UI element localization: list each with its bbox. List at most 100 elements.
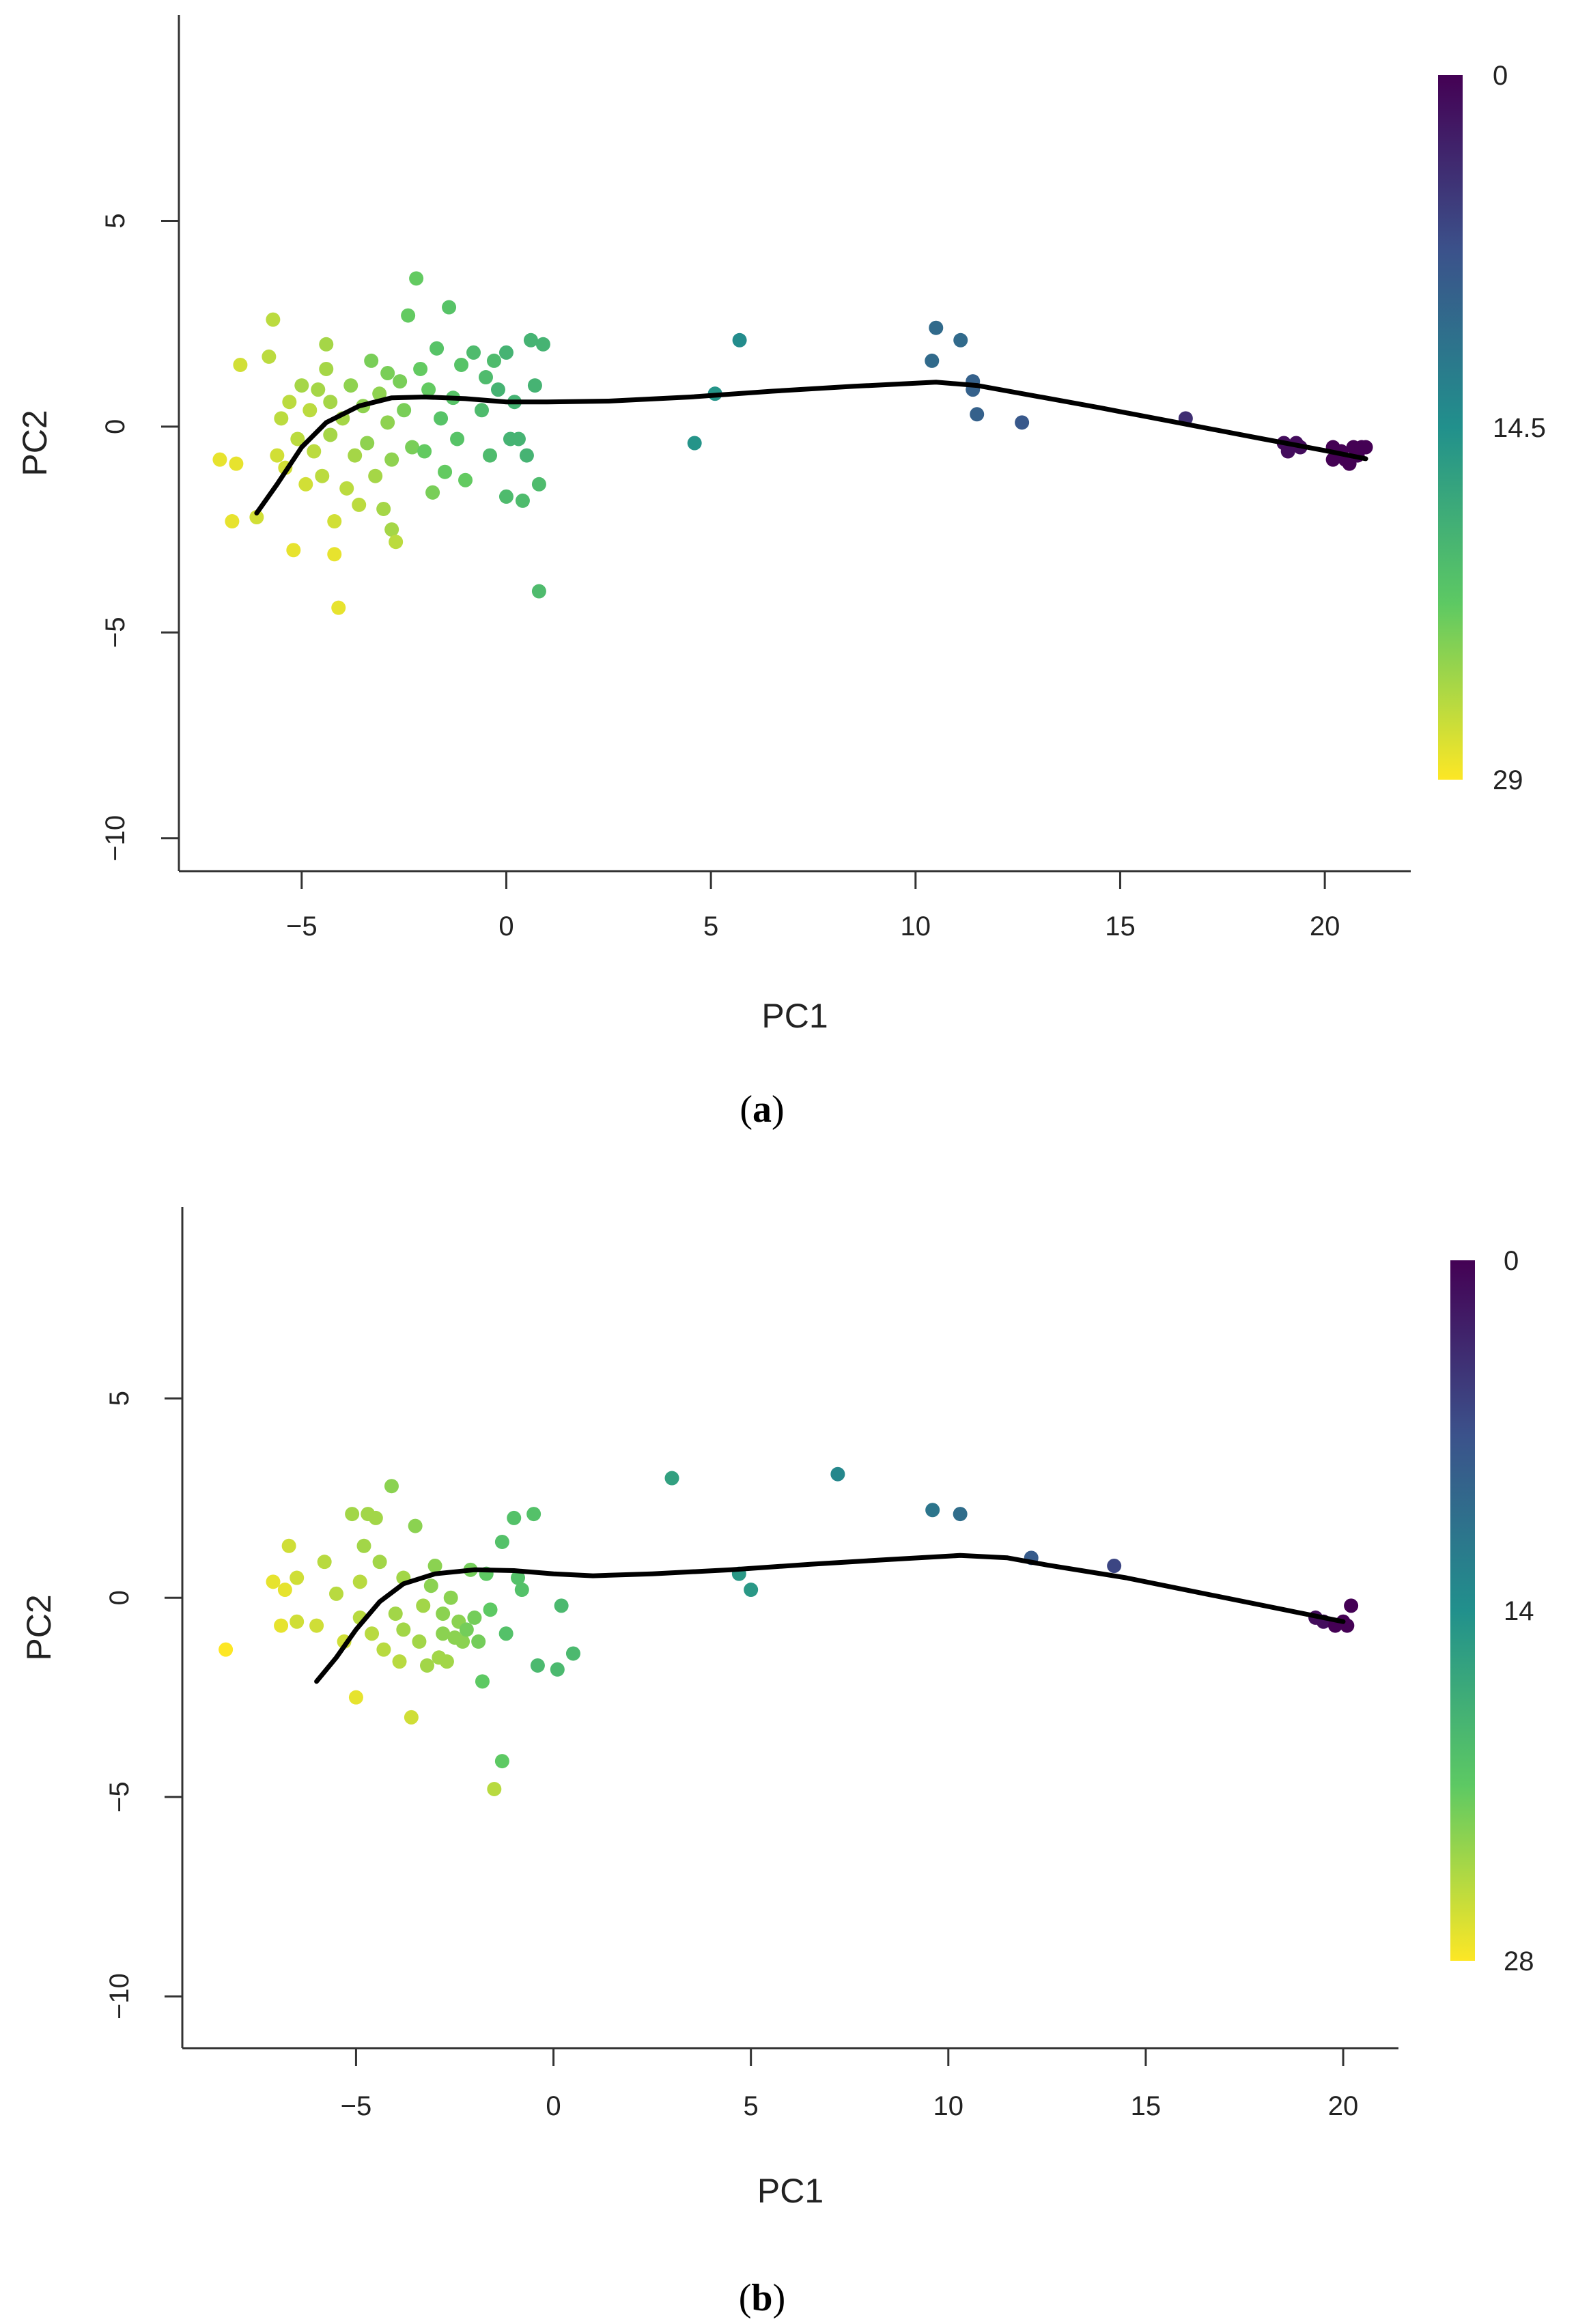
data-point [319,337,334,352]
data-point [319,361,334,376]
data-point [266,1574,281,1589]
panel-a-label: (a) [740,1088,784,1131]
data-point [471,1634,486,1649]
colorbar-tick-label: 0 [1504,1246,1519,1276]
data-point [212,452,227,467]
data-point [523,332,538,348]
data-point [412,1634,427,1649]
data-point [565,1646,580,1661]
data-point [266,312,281,327]
data-point [323,395,338,410]
data-point [401,308,416,323]
y-tick-label: 0 [104,1590,135,1605]
data-point [323,427,338,442]
trajectory-curve [314,1553,1346,1684]
data-point [417,444,432,459]
data-point [229,456,244,471]
data-point [290,1570,305,1585]
data-point [294,378,309,393]
data-point [286,543,301,558]
data-point [514,1583,529,1598]
data-point [466,345,481,360]
x-tick-label: 15 [1105,911,1136,941]
x-tick-label: 15 [1131,2091,1162,2121]
data-point [327,547,342,562]
data-point [438,464,453,479]
data-point [290,431,305,447]
data-point [507,1510,522,1525]
data-point [535,337,550,352]
data-point [404,1710,419,1725]
panel-b: (b) −5 0 5 10 15 20 −10 −5 0 5 PC1 PC2 0 14 28 [20,1207,1534,2319]
data-point [348,1690,363,1705]
data-point [443,1590,458,1605]
x-tick-label: 20 [1310,911,1340,941]
data-point [249,510,264,525]
data-point [436,1626,451,1641]
data-point [550,1662,565,1677]
data-point [396,1622,411,1637]
y-axis-label: PC2 [20,1594,58,1660]
colorbar-tick-label: 29 [1493,765,1523,795]
data-point [219,1642,234,1657]
data-point [420,1658,435,1673]
colorbar-tick-label: 0 [1493,61,1508,91]
data-point [372,386,387,401]
data-point [494,1754,509,1769]
data-point [425,485,440,500]
data-point [329,1586,344,1601]
y-tick-label: −10 [100,815,130,862]
data-point [450,431,465,447]
data-point [487,1781,502,1796]
data-point [479,370,494,385]
data-point [311,382,326,397]
data-point [384,1479,399,1494]
data-point [475,1674,490,1689]
data-point [262,349,277,364]
data-point [929,320,944,335]
y-tick-label: 0 [100,419,130,434]
data-point [467,1610,482,1625]
data-point [365,1626,380,1641]
data-point [274,411,289,426]
data-point [290,1614,305,1629]
panel-b-label: (b) [739,2277,785,2319]
data-point [372,1555,387,1570]
data-point [393,374,408,389]
data-point [364,353,379,368]
data-point [345,1507,360,1522]
data-point [327,514,342,529]
data-point [498,489,513,504]
data-point [830,1466,845,1482]
x-tick-label: −5 [341,2091,372,2121]
data-point [953,1507,968,1522]
data-point [664,1471,679,1486]
data-point [421,382,436,397]
data-point [1344,1598,1359,1613]
data-point [744,1583,759,1598]
data-point [436,1606,451,1621]
data-point [925,1503,940,1518]
data-point [274,1618,289,1633]
data-point [233,357,248,372]
data-point [423,1578,438,1593]
data-point [388,1606,403,1621]
x-tick-label: 0 [546,2091,561,2121]
data-point [530,1658,545,1673]
data-point [331,600,346,615]
data-point [439,1654,454,1669]
data-point [434,411,449,426]
data-point [392,1654,407,1669]
data-point [490,382,505,397]
x-tick-label: −5 [286,911,318,941]
data-point [277,1583,292,1598]
y-tick-label: 5 [100,213,130,228]
data-point [430,341,445,356]
data-point [475,403,490,418]
data-point [309,1618,324,1633]
panel-a: (a) −5 0 5 10 15 20 −10 −5 0 5 PC1 PC2 0 14.5 29 [16,15,1546,1131]
data-point [409,271,424,286]
colorbar-tick-label: 28 [1504,1946,1534,1976]
data-point [317,1555,332,1570]
